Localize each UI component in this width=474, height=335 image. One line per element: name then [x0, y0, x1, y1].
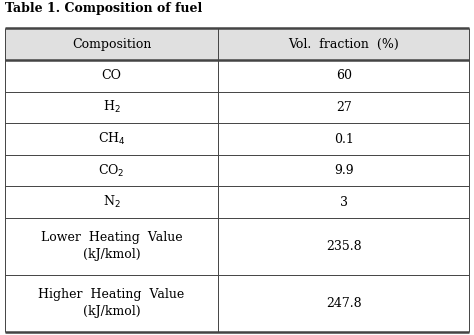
- Text: 27: 27: [336, 101, 352, 114]
- Text: 0.1: 0.1: [334, 133, 354, 145]
- Text: Vol.  fraction  (%): Vol. fraction (%): [289, 38, 399, 51]
- Text: 60: 60: [336, 69, 352, 82]
- Text: 247.8: 247.8: [326, 297, 362, 310]
- Text: Table 1. Composition of fuel: Table 1. Composition of fuel: [5, 2, 202, 15]
- Text: 9.9: 9.9: [334, 164, 354, 177]
- Text: Composition: Composition: [72, 38, 151, 51]
- Text: CH$_4$: CH$_4$: [98, 131, 125, 147]
- Text: 235.8: 235.8: [326, 240, 362, 253]
- Text: 3: 3: [340, 196, 348, 209]
- Text: H$_2$: H$_2$: [103, 99, 120, 116]
- Bar: [5, 28, 469, 60]
- Text: Lower  Heating  Value
(kJ/kmol): Lower Heating Value (kJ/kmol): [41, 231, 182, 261]
- Text: CO: CO: [101, 69, 121, 82]
- Text: Higher  Heating  Value
(kJ/kmol): Higher Heating Value (kJ/kmol): [38, 288, 185, 318]
- Text: CO$_2$: CO$_2$: [98, 162, 125, 179]
- Text: N$_2$: N$_2$: [103, 194, 120, 210]
